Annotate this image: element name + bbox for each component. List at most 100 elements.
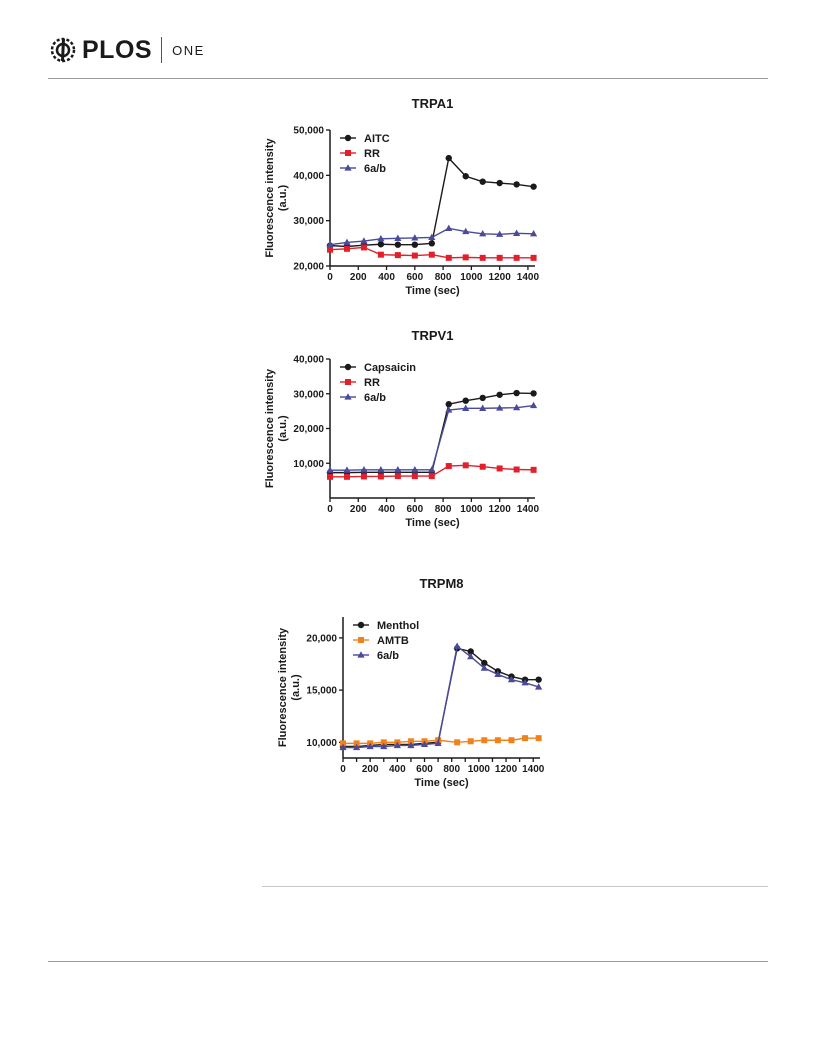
data-point xyxy=(462,254,469,261)
data-point xyxy=(481,659,488,667)
data-point xyxy=(343,466,351,473)
data-point xyxy=(411,252,418,259)
page-header: PLOS ONE xyxy=(0,0,816,80)
x-tick-label: 600 xyxy=(406,504,423,515)
series-rr xyxy=(327,244,537,261)
data-point xyxy=(535,735,542,742)
x-axis-label: Time (sec) xyxy=(414,777,469,789)
y-axis-label-unit: (a.u.) xyxy=(277,185,289,212)
y-tick-label: 20,000 xyxy=(293,262,324,273)
y-axis-label: Fluorescence intensity xyxy=(264,368,276,488)
data-point xyxy=(462,227,470,235)
data-point xyxy=(513,403,521,411)
y-axis-label-unit: (a.u.) xyxy=(277,415,289,442)
legend-marker xyxy=(358,637,364,643)
x-axis-label: Time (sec) xyxy=(405,517,460,529)
data-point xyxy=(360,237,368,244)
data-point xyxy=(479,463,486,470)
legend-marker xyxy=(357,651,365,658)
data-point xyxy=(513,466,520,473)
chart-trpm8-svg: TRPM8 10,000 15,000 20,000 0 200 400 600 800 1000… xyxy=(277,576,545,789)
data-point xyxy=(360,466,368,473)
data-point xyxy=(377,241,385,248)
chart-title: TRPV1 xyxy=(412,328,454,343)
data-point xyxy=(352,743,361,751)
y-axis-label: Fluorescence intensity xyxy=(277,627,289,747)
logo-divider xyxy=(161,37,163,63)
plos-one-logo[interactable]: PLOS ONE xyxy=(48,34,205,66)
x-tick-label: 400 xyxy=(389,764,406,775)
series-6a-b xyxy=(326,224,538,248)
data-point xyxy=(530,466,537,473)
legend-marker xyxy=(344,393,352,400)
y-tick-label: 20,000 xyxy=(306,633,337,644)
data-point xyxy=(530,254,537,261)
x-tick-label: 600 xyxy=(406,272,423,283)
legend-label: 6a/b xyxy=(377,650,399,662)
legend-label: 6a/b xyxy=(364,392,386,404)
data-point xyxy=(462,462,469,469)
data-point xyxy=(513,181,520,188)
data-point xyxy=(522,735,529,742)
series-line xyxy=(343,645,539,749)
chart-title: TRPA1 xyxy=(412,96,454,111)
x-tick-label: 1200 xyxy=(489,504,512,515)
y-tick-label: 30,000 xyxy=(293,389,324,400)
series-6a-b xyxy=(339,642,543,751)
chart-title: TRPM8 xyxy=(419,576,463,591)
data-point xyxy=(434,739,442,746)
series-6a-b xyxy=(326,401,538,473)
data-point xyxy=(420,740,429,748)
data-point xyxy=(340,740,346,747)
data-point xyxy=(496,254,503,261)
data-point xyxy=(377,466,385,473)
y-tick-label: 40,000 xyxy=(293,171,324,182)
x-tick-label: 800 xyxy=(435,272,452,283)
x-tick-label: 200 xyxy=(350,272,367,283)
data-point xyxy=(394,241,402,248)
y-tick-label: 40,000 xyxy=(293,355,324,366)
footer-rule xyxy=(48,961,768,962)
legend-label: RR xyxy=(364,377,380,389)
series-line xyxy=(330,392,534,474)
chart-trpm8: TRPM8 10,000 15,000 20,000 0 200 400 600 800 1000… xyxy=(250,572,570,794)
data-point xyxy=(327,246,333,253)
data-point xyxy=(529,230,538,237)
legend-label: Menthol xyxy=(377,620,419,632)
data-point xyxy=(353,740,360,747)
y-tick-label: 15,000 xyxy=(306,686,337,697)
data-point xyxy=(479,230,487,237)
x-tick-label: 1200 xyxy=(489,272,512,283)
x-tick-label: 0 xyxy=(327,272,333,283)
data-point xyxy=(407,738,414,745)
series-line xyxy=(330,404,534,471)
y-tick-label: 10,000 xyxy=(306,738,337,749)
data-point xyxy=(479,254,486,261)
data-point xyxy=(394,466,402,473)
x-tick-label: 800 xyxy=(435,504,452,515)
plos-logo-icon xyxy=(50,37,76,63)
data-point xyxy=(393,741,401,749)
legend-marker xyxy=(344,134,352,142)
data-point xyxy=(462,404,470,411)
x-tick-label: 0 xyxy=(340,764,346,775)
data-point xyxy=(366,742,374,750)
data-point xyxy=(521,679,529,686)
data-point xyxy=(462,397,469,404)
data-point xyxy=(462,173,469,180)
data-point xyxy=(407,741,415,749)
logo-wordmark: PLOS xyxy=(82,35,153,64)
data-point xyxy=(377,251,384,258)
series-capsaicin xyxy=(326,389,537,476)
chart-trpa1: TRPA1 20,000 30,000 40,000 50,000 0 200 400 600 8… xyxy=(250,92,570,302)
data-point xyxy=(326,466,334,473)
data-point xyxy=(445,154,452,162)
legend-marker xyxy=(344,164,352,171)
legend-marker xyxy=(345,150,351,156)
x-tick-label: 600 xyxy=(416,764,433,775)
data-point xyxy=(481,737,488,744)
data-point xyxy=(507,675,516,683)
data-point xyxy=(467,738,474,745)
data-point xyxy=(445,254,452,261)
y-tick-label: 20,000 xyxy=(293,424,324,435)
